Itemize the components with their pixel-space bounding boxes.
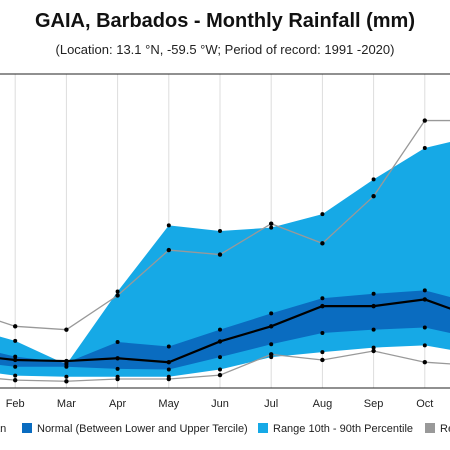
percentile-upper-point xyxy=(218,229,222,233)
median-point xyxy=(64,358,69,364)
median-point xyxy=(371,303,376,309)
legend-item-median: an xyxy=(0,423,6,435)
legend-swatch-percentile xyxy=(258,423,268,433)
median-point xyxy=(422,297,427,302)
x-tick-label: Oct xyxy=(416,398,433,410)
percentile-lower-point xyxy=(422,343,427,348)
x-tick-label: Sep xyxy=(364,398,384,410)
percentile-upper-point xyxy=(320,212,325,217)
x-tick-label: Mar xyxy=(57,398,76,410)
record-max-point xyxy=(64,327,69,332)
record-max-point xyxy=(115,293,120,298)
record-min-point xyxy=(217,372,223,378)
record-max-point xyxy=(217,252,223,257)
tercile-upper-point xyxy=(371,291,376,296)
x-tick-label: Aug xyxy=(313,398,333,410)
x-tick-label: Apr xyxy=(109,398,126,410)
legend-item-record: Re xyxy=(425,423,450,435)
median-point xyxy=(115,356,120,361)
median-point xyxy=(320,303,325,309)
record-max-point xyxy=(166,247,171,253)
chart-title: GAIA, Barbados - Monthly Rainfall (mm) xyxy=(34,10,416,32)
tercile-upper-point xyxy=(320,296,325,301)
record-max-point xyxy=(371,194,376,199)
percentile-lower-point xyxy=(64,374,69,379)
median-point xyxy=(217,339,223,344)
x-tick-label: Jun xyxy=(211,398,229,410)
record-max-point xyxy=(13,324,18,329)
median-point xyxy=(269,324,274,329)
record-min-point xyxy=(64,379,69,384)
tercile-upper-point xyxy=(166,344,171,349)
percentile-lower-point xyxy=(218,367,222,372)
percentile-upper-point xyxy=(422,146,427,151)
tercile-lower-point xyxy=(218,355,222,360)
chart-subtitle: (Location: 13.1 °N, -59.5 °W; Period of … xyxy=(55,42,395,57)
tercile-lower-point xyxy=(115,366,120,371)
median-point xyxy=(166,360,171,365)
tercile-lower-point xyxy=(269,342,274,347)
x-tick-label: Jul xyxy=(264,398,278,410)
tercile-band xyxy=(0,290,450,370)
percentile-lower-point xyxy=(13,373,18,378)
chart-legend: an Normal (Between Lower and Upper Terci… xyxy=(0,423,450,441)
tercile-lower-point xyxy=(64,364,69,369)
percentile-lower-point xyxy=(115,374,120,379)
percentile-lower-point xyxy=(269,355,274,360)
record-max-point xyxy=(269,221,274,226)
legend-swatch-record xyxy=(425,423,435,433)
record-min-point xyxy=(422,360,427,365)
legend-label-percentile: Range 10th - 90th Percentile xyxy=(273,423,414,435)
tercile-lower-point xyxy=(320,331,325,336)
percentile-lower-point xyxy=(371,345,376,350)
median-point xyxy=(13,357,18,363)
tercile-upper-point xyxy=(422,288,427,293)
percentile-upper-point xyxy=(371,177,376,182)
record-max-point xyxy=(320,241,325,246)
tercile-upper-point xyxy=(269,311,274,316)
tercile-lower-point xyxy=(166,367,171,372)
legend-item-tercile: Normal (Between Lower and Upper Tercile) xyxy=(22,423,248,435)
percentile-upper-point xyxy=(166,223,171,228)
legend-item-percentile: Range 10th - 90th Percentile xyxy=(258,423,413,435)
tercile-lower-point xyxy=(13,364,18,369)
percentile-upper-point xyxy=(269,225,274,230)
tercile-upper-point xyxy=(115,340,120,345)
record-min-point xyxy=(371,348,376,354)
plot-frame xyxy=(0,73,450,389)
x-tick-label: Feb xyxy=(6,398,25,410)
tercile-upper-point xyxy=(13,354,18,359)
tercile-upper-point xyxy=(218,327,222,332)
record-min-point xyxy=(320,357,325,363)
percentile-upper-point xyxy=(13,338,18,343)
tercile-lower-point xyxy=(371,327,376,332)
percentile-lower-point xyxy=(166,374,171,379)
record-min-point xyxy=(13,377,18,383)
x-tick-label: May xyxy=(158,398,179,410)
legend-label-tercile: Normal (Between Lower and Upper Tercile) xyxy=(37,423,248,435)
legend-label-record: Re xyxy=(440,423,450,435)
percentile-upper-point xyxy=(115,289,120,294)
percentile-lower-point xyxy=(320,350,325,355)
legend-label-median: an xyxy=(0,423,7,435)
tercile-lower-point xyxy=(422,325,427,330)
record-min-point xyxy=(269,352,274,357)
record-max-point xyxy=(422,118,427,123)
legend-swatch-tercile xyxy=(22,423,32,433)
